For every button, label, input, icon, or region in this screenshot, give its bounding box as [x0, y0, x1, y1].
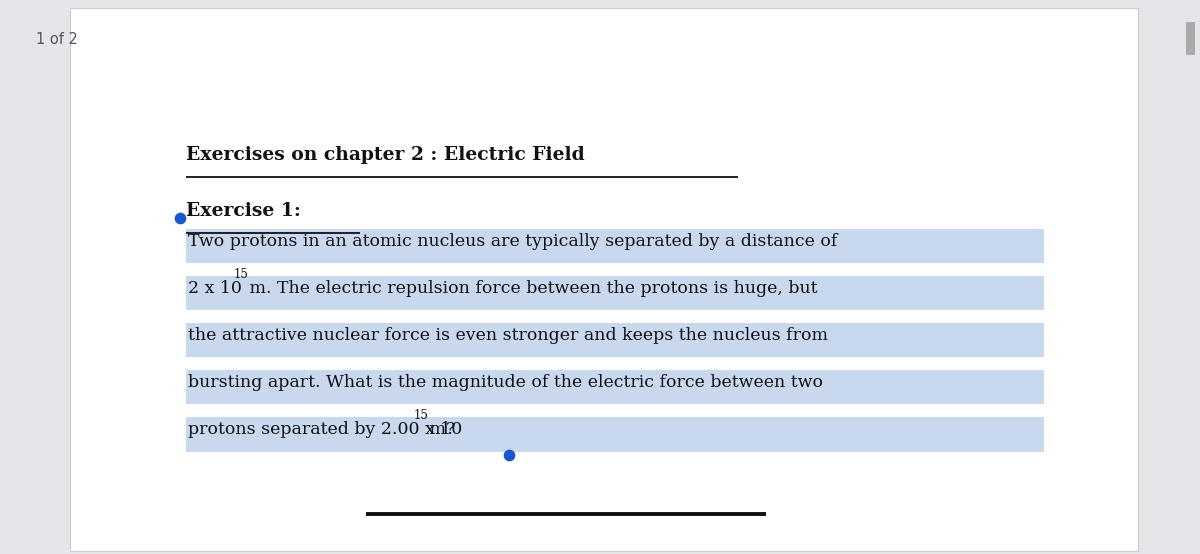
Text: m. The electric repulsion force between the protons is huge, but: m. The electric repulsion force between … [244, 280, 817, 297]
Bar [186, 229, 1044, 263]
Text: 2 x 10: 2 x 10 [188, 280, 242, 297]
Text: Two protons in an atomic nucleus are typically separated by a distance of: Two protons in an atomic nucleus are typ… [188, 233, 838, 250]
Text: bursting apart. What is the magnitude of the electric force between two: bursting apart. What is the magnitude of… [188, 375, 823, 391]
Text: the attractive nuclear force is even stronger and keeps the nucleus from: the attractive nuclear force is even str… [188, 327, 828, 344]
Text: Exercise 1:: Exercise 1: [186, 202, 301, 219]
Text: m?: m? [424, 422, 455, 438]
Text: protons separated by 2.00 x 10: protons separated by 2.00 x 10 [188, 422, 463, 438]
Bar [186, 276, 1044, 310]
Text: Exercises on chapter 2 : Electric Field: Exercises on chapter 2 : Electric Field [186, 146, 584, 164]
Text: 1 of 2: 1 of 2 [36, 32, 78, 48]
Bar [186, 370, 1044, 404]
FancyBboxPatch shape [70, 8, 1138, 551]
Point [170, 213, 190, 222]
Text: 15: 15 [413, 409, 428, 422]
Text: 15: 15 [233, 268, 248, 280]
Bar [186, 417, 1044, 452]
Bar [1186, 22, 1195, 55]
Bar [186, 323, 1044, 357]
Point [499, 451, 518, 460]
